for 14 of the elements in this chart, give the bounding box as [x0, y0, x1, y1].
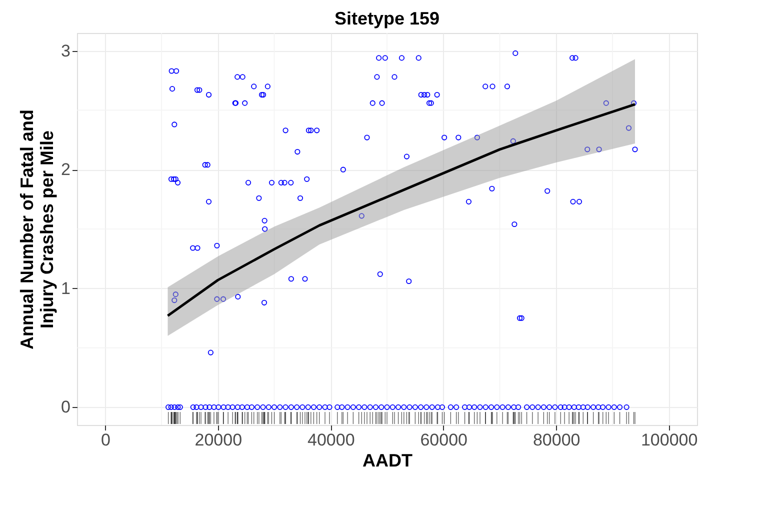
- x-tick-label: 100000: [640, 430, 698, 450]
- x-axis-title: AADT: [362, 450, 412, 470]
- y-tick-label: 1: [61, 278, 70, 298]
- line-series: [166, 103, 636, 317]
- x-tick-label: 40000: [307, 430, 355, 450]
- chart-title: Sitetype 159: [334, 8, 440, 29]
- y-axis-title: Annual Number of Fatal and Injury Crashes per Mile: [17, 109, 58, 350]
- x-tick-label: 0: [100, 430, 110, 450]
- y-tick-label: 2: [61, 160, 70, 180]
- x-tick-label: 80000: [532, 430, 580, 450]
- x-tick-label: 20000: [194, 430, 242, 450]
- y-tick-label: 0: [61, 398, 70, 417]
- y-tick-label: 3: [61, 41, 70, 60]
- x-tick-label: 60000: [420, 430, 468, 450]
